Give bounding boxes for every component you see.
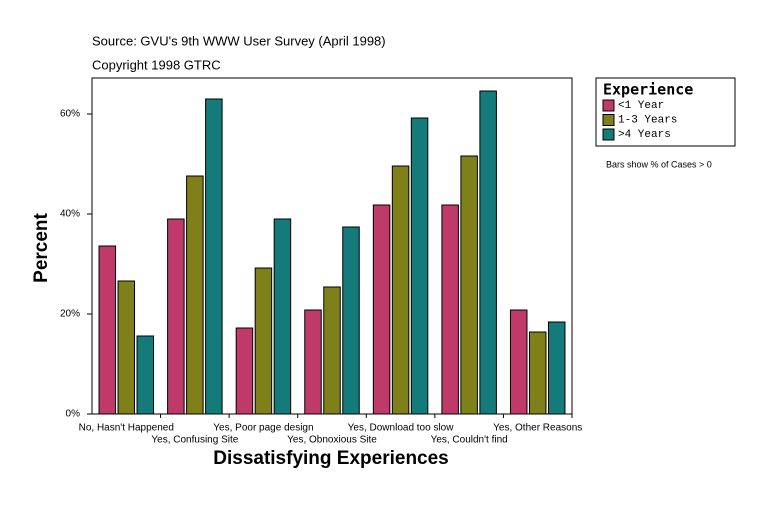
bar <box>441 204 459 415</box>
bar <box>273 218 292 415</box>
bar <box>167 218 185 415</box>
bar <box>186 175 204 415</box>
bar <box>205 98 223 415</box>
legend-swatch <box>602 128 615 141</box>
x-tick-label: Yes, Download too slow <box>348 423 455 434</box>
bar <box>304 309 322 415</box>
legend-swatch <box>602 99 615 112</box>
y-axis-title: Percent <box>31 212 52 282</box>
y-tick-label: 60% <box>60 109 80 120</box>
copyright: Copyright 1998 GTRC <box>92 57 221 72</box>
bar <box>528 331 547 415</box>
bar <box>372 204 391 415</box>
legend-label: 1-3 Years <box>618 114 677 126</box>
legend-label: <1 Year <box>618 100 664 112</box>
y-tick-label: 40% <box>60 209 80 220</box>
note: Bars show % of Cases > 0 <box>606 159 712 169</box>
y-tick-label: 0% <box>66 409 81 420</box>
bar <box>323 286 341 415</box>
bar <box>410 117 429 415</box>
bar <box>460 155 478 415</box>
legend-swatch <box>602 114 615 126</box>
legend-title: Experience <box>603 81 693 99</box>
bar <box>254 267 273 415</box>
bar <box>547 321 566 415</box>
bar <box>136 335 155 415</box>
source: Source: GVU's 9th WWW User Survey (April… <box>92 33 386 48</box>
legend-label: >4 Years <box>618 129 671 141</box>
x-tick-label: Yes, Obnoxious Site <box>287 435 377 446</box>
bar <box>98 245 117 415</box>
bar <box>509 309 528 415</box>
x-tick-label: Yes, Confusing Site <box>151 435 238 446</box>
x-axis-title: Dissatisfying Experiences <box>213 448 449 469</box>
y-tick-label: 20% <box>60 309 80 320</box>
legend-box <box>595 77 736 147</box>
bar <box>117 280 136 415</box>
bar <box>391 165 410 415</box>
x-tick-label: Yes, Poor page design <box>213 423 313 434</box>
bar <box>235 327 254 415</box>
x-tick-label: No, Hasn't Happened <box>79 423 174 434</box>
bar <box>342 226 360 415</box>
x-tick-label: Yes, Other Reasons <box>493 423 582 434</box>
x-tick-label: Yes, Couldn't find <box>431 435 508 446</box>
bar <box>479 90 497 415</box>
